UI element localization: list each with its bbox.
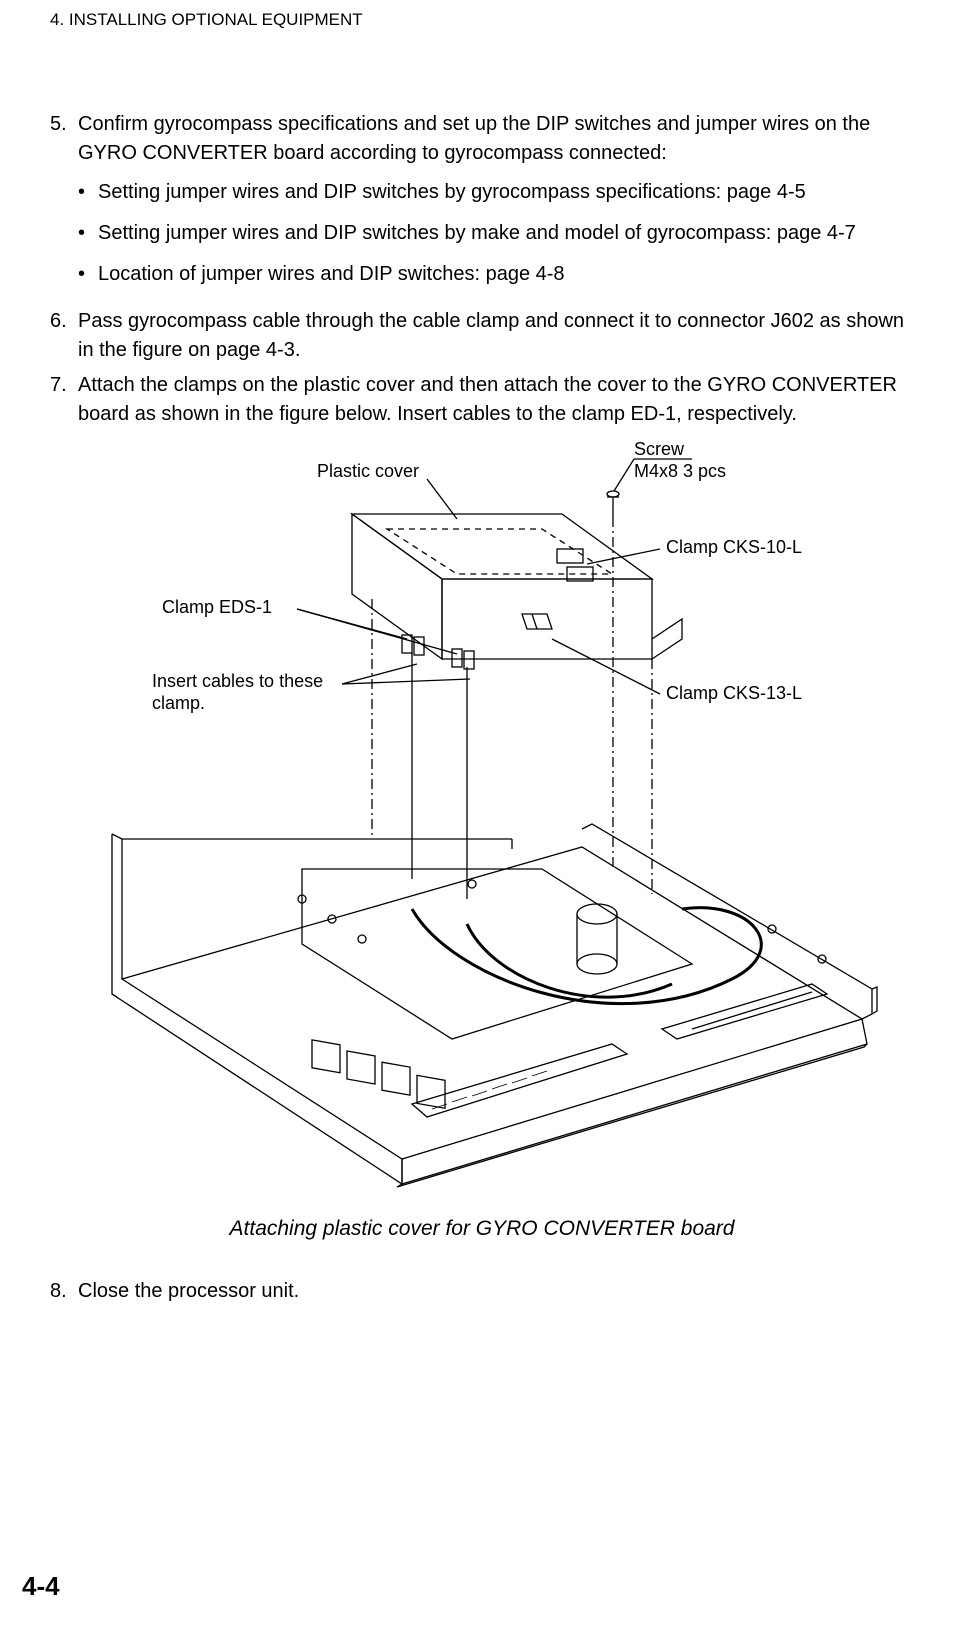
- step-body: Confirm gyrocompass specifications and s…: [78, 110, 914, 301]
- label-screw-line2: M4x8 3 pcs: [634, 461, 726, 481]
- bullet-dot-icon: •: [78, 219, 98, 248]
- instruction-list-cont: 8. Close the processor unit.: [50, 1277, 914, 1306]
- bullet-dot-icon: •: [78, 178, 98, 207]
- label-screw: Screw M4x8 3 pcs: [634, 439, 726, 482]
- step-number: 7.: [50, 371, 78, 429]
- step-body: Attach the clamps on the plastic cover a…: [78, 371, 914, 429]
- step-body: Close the processor unit.: [78, 1277, 914, 1306]
- figure-diagram: Plastic cover Screw M4x8 3 pcs Clamp CKS…: [52, 439, 912, 1209]
- bullet-item: •Setting jumper wires and DIP switches b…: [78, 178, 914, 207]
- label-clamp-cks10: Clamp CKS-10-L: [666, 537, 802, 559]
- step-7: 7. Attach the clamps on the plastic cove…: [50, 371, 914, 429]
- step-number: 8.: [50, 1277, 78, 1306]
- step-5-text: Confirm gyrocompass specifications and s…: [78, 113, 870, 164]
- step-body: Pass gyrocompass cable through the cable…: [78, 307, 914, 365]
- step-6: 6. Pass gyrocompass cable through the ca…: [50, 307, 914, 365]
- label-screw-line1: Screw: [634, 439, 684, 459]
- instruction-list: 5. Confirm gyrocompass specifications an…: [50, 110, 914, 429]
- label-insert-cables-line2: clamp.: [152, 693, 205, 713]
- page: 4. INSTALLING OPTIONAL EQUIPMENT 5. Conf…: [0, 0, 964, 1632]
- figure-caption: Attaching plastic cover for GYRO CONVERT…: [50, 1217, 914, 1241]
- bullet-text: Location of jumper wires and DIP switche…: [98, 260, 565, 289]
- step-number: 5.: [50, 110, 78, 301]
- bullet-dot-icon: •: [78, 260, 98, 289]
- bullet-text: Setting jumper wires and DIP switches by…: [98, 219, 856, 248]
- bullet-item: •Location of jumper wires and DIP switch…: [78, 260, 914, 289]
- label-clamp-cks13: Clamp CKS-13-L: [666, 683, 802, 705]
- label-clamp-eds1: Clamp EDS-1: [162, 597, 272, 619]
- step-5: 5. Confirm gyrocompass specifications an…: [50, 110, 914, 301]
- bullet-text: Setting jumper wires and DIP switches by…: [98, 178, 806, 207]
- bullet-item: •Setting jumper wires and DIP switches b…: [78, 219, 914, 248]
- running-head: 4. INSTALLING OPTIONAL EQUIPMENT: [50, 10, 914, 30]
- label-plastic-cover: Plastic cover: [317, 461, 419, 483]
- step-8: 8. Close the processor unit.: [50, 1277, 914, 1306]
- label-insert-cables: Insert cables to these clamp.: [152, 671, 323, 714]
- page-number: 4-4: [22, 1571, 60, 1602]
- step-5-bullets: •Setting jumper wires and DIP switches b…: [78, 178, 914, 289]
- step-number: 6.: [50, 307, 78, 365]
- label-insert-cables-line1: Insert cables to these: [152, 671, 323, 691]
